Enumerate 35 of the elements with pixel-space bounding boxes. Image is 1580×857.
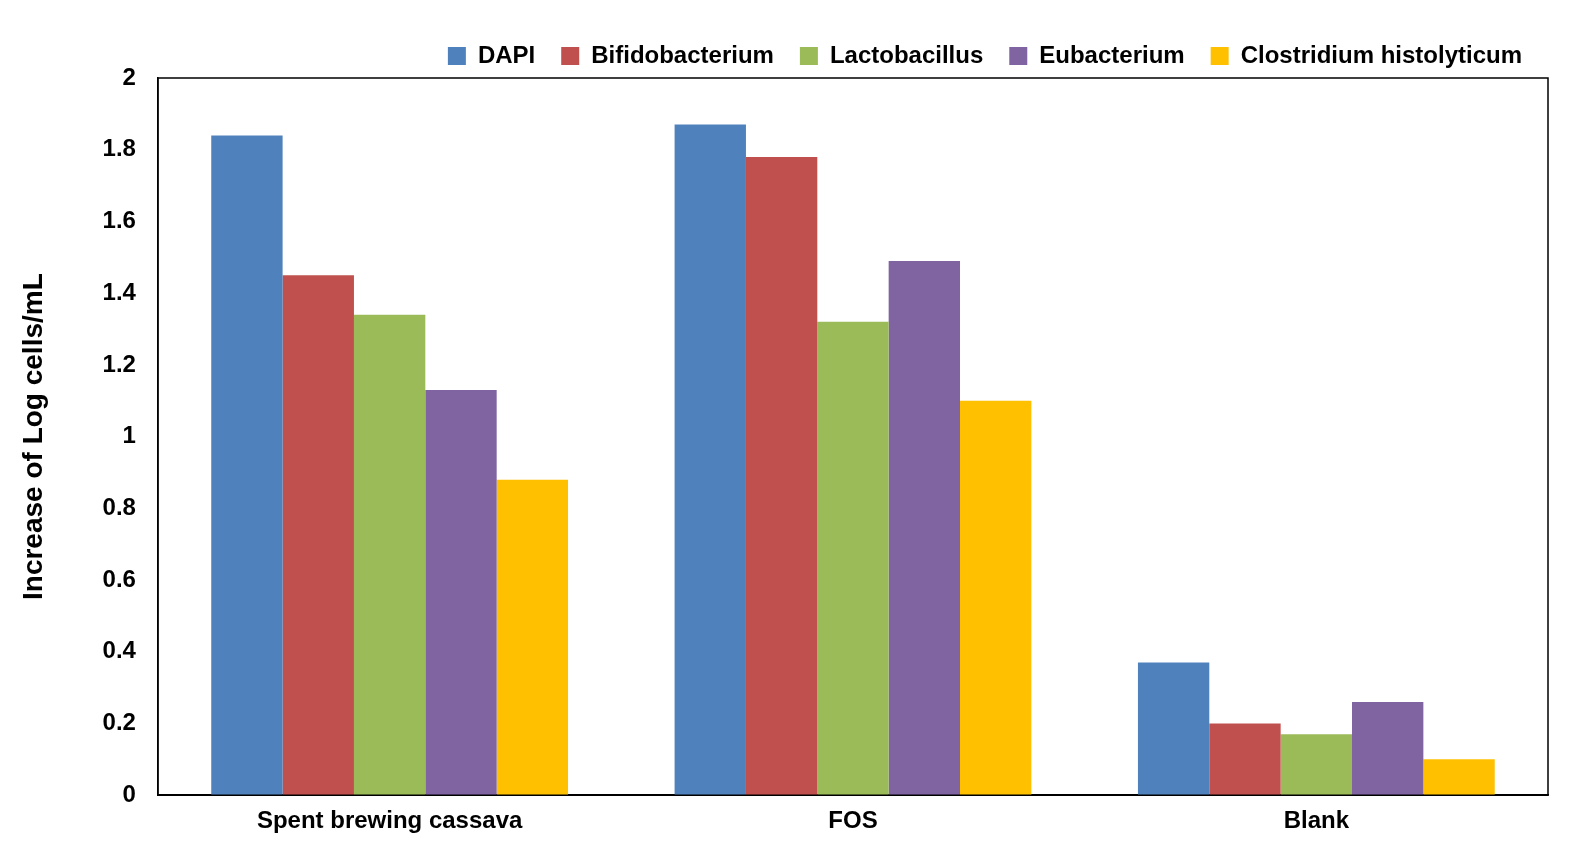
legend-label: Bifidobacterium bbox=[591, 40, 774, 68]
legend-label: Clostridium histolyticum bbox=[1240, 40, 1522, 68]
bar bbox=[745, 156, 818, 796]
bar bbox=[1352, 701, 1424, 796]
y-tick-label: 0.6 bbox=[102, 564, 136, 592]
y-tick-label: 1.2 bbox=[102, 349, 136, 377]
bar bbox=[1137, 662, 1210, 796]
y-tick-label: 0 bbox=[122, 779, 136, 807]
x-tick-label: Spent brewing cassava bbox=[256, 806, 523, 834]
y-axis-title: Increase of Log cells/mL bbox=[16, 273, 48, 600]
y-tick-label: 1 bbox=[122, 421, 136, 449]
y-tick-label: 1.4 bbox=[102, 277, 137, 305]
legend-label: DAPI bbox=[477, 40, 536, 68]
bar bbox=[425, 389, 497, 796]
bar bbox=[353, 314, 426, 796]
bar bbox=[888, 260, 961, 796]
bar bbox=[817, 321, 889, 796]
bar bbox=[1423, 759, 1495, 796]
y-tick-label: 1.6 bbox=[102, 206, 136, 234]
bar bbox=[282, 275, 354, 796]
y-tick-label: 2 bbox=[122, 62, 136, 90]
y-tick-label: 0.2 bbox=[102, 708, 136, 736]
y-tick-label: 0.4 bbox=[102, 636, 137, 664]
x-tick-label: FOS bbox=[828, 806, 878, 834]
bar bbox=[211, 135, 283, 796]
y-tick-label: 1.8 bbox=[102, 134, 136, 162]
legend-label: Lactobacillus bbox=[829, 40, 984, 68]
bar bbox=[1280, 734, 1353, 796]
y-tick-label: 0.8 bbox=[102, 492, 136, 520]
legend-label: Eubacterium bbox=[1039, 40, 1185, 68]
bar bbox=[960, 400, 1032, 796]
x-tick-label: Blank bbox=[1283, 806, 1350, 834]
bar bbox=[496, 479, 569, 796]
bar bbox=[1209, 723, 1281, 796]
bar bbox=[674, 124, 746, 796]
